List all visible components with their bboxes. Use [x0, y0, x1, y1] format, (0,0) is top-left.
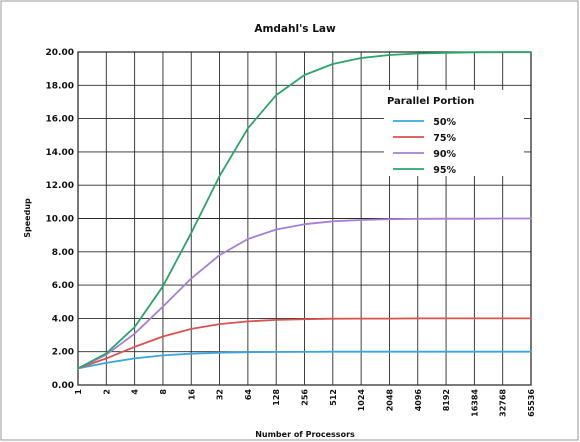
- series-line-75: [77, 317, 532, 370]
- legend-label: 95%: [433, 165, 456, 176]
- x-tick-label: 32768: [499, 389, 508, 417]
- x-tick-label: 65536: [527, 389, 536, 417]
- series-line-95: [77, 51, 532, 370]
- y-tick-label: 8.00: [52, 248, 74, 258]
- y-tick-label: 16.00: [46, 115, 74, 125]
- x-tick-label: 1: [74, 389, 83, 395]
- legend-box: [384, 90, 524, 176]
- x-axis-label: Number of Processors: [255, 430, 355, 439]
- y-tick-label: 12.00: [46, 181, 74, 191]
- x-tick-label: 512: [329, 389, 338, 406]
- x-tick-label: 8: [159, 389, 168, 395]
- legend-label: 50%: [433, 117, 456, 128]
- y-tick-label: 0.00: [52, 381, 74, 391]
- y-tick-label: 20.00: [46, 48, 74, 58]
- y-tick-label: 10.00: [46, 215, 74, 225]
- x-tick-label: 4: [131, 389, 140, 395]
- x-tick-label: 8192: [442, 389, 451, 411]
- x-tick-label: 16384: [470, 389, 479, 417]
- x-tick-label: 2048: [385, 389, 394, 412]
- y-tick-label: 2.00: [52, 348, 74, 358]
- series-line-90: [77, 217, 532, 370]
- x-tick-label: 64: [244, 389, 253, 401]
- y-tick-label: 4.00: [52, 314, 74, 324]
- y-tick-label: 14.00: [46, 148, 74, 158]
- legend-title: Parallel Portion: [387, 96, 474, 107]
- x-tick-label: 256: [301, 389, 310, 406]
- x-tick-label: 1024: [357, 389, 366, 412]
- x-tick-label: 128: [272, 389, 281, 406]
- y-tick-label: 18.00: [46, 81, 74, 91]
- x-tick-label: 4096: [414, 389, 423, 412]
- y-tick-label: 6.00: [52, 281, 74, 291]
- x-tick-label: 32: [216, 389, 225, 400]
- legend: Parallel Portion 50% 75% 90% 95%: [384, 90, 524, 176]
- series-line-50: [77, 350, 532, 370]
- chart-title: Amdahl's Law: [254, 23, 336, 35]
- legend-label: 75%: [433, 133, 456, 144]
- legend-label: 90%: [433, 149, 456, 160]
- x-tick-label: 2: [102, 389, 111, 395]
- y-axis-label: Speedup: [23, 198, 32, 238]
- x-tick-label: 16: [187, 389, 196, 401]
